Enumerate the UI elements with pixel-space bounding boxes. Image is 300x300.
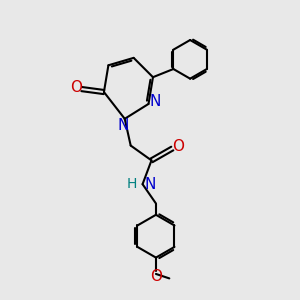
Text: N: N	[118, 118, 129, 133]
Text: O: O	[150, 269, 162, 284]
Text: O: O	[172, 139, 184, 154]
Text: O: O	[70, 80, 82, 95]
Text: N: N	[145, 177, 156, 192]
Text: H: H	[127, 177, 137, 191]
Text: N: N	[149, 94, 161, 109]
